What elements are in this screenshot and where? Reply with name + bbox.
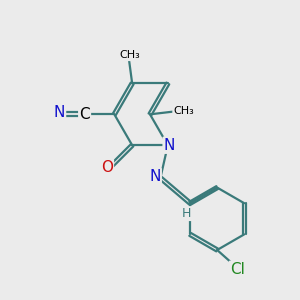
Text: N: N [164, 138, 175, 153]
Text: C: C [79, 107, 90, 122]
Text: O: O [101, 160, 113, 175]
Text: N: N [54, 105, 65, 120]
Text: CH₃: CH₃ [119, 50, 140, 60]
Text: N: N [149, 169, 161, 184]
Text: Cl: Cl [230, 262, 245, 277]
Text: CH₃: CH₃ [173, 106, 194, 116]
Text: H: H [182, 207, 191, 220]
